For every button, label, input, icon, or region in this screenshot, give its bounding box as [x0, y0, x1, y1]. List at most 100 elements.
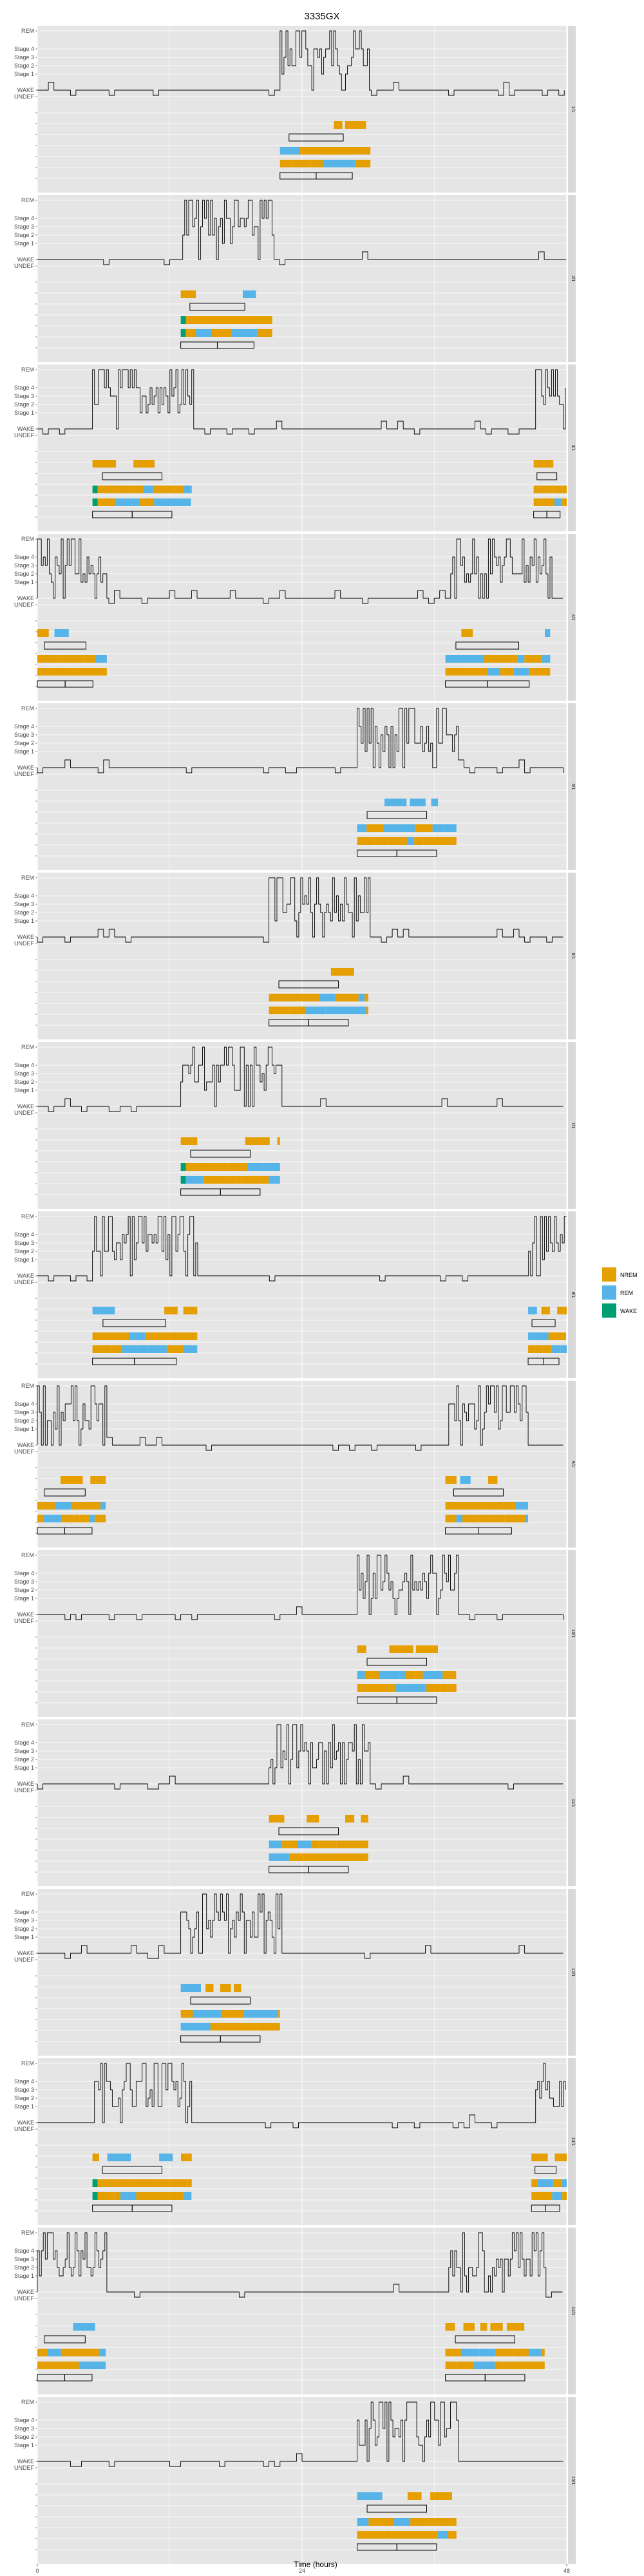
y-tick-label: Stage 4: [14, 46, 34, 52]
stage-bar: [58, 655, 66, 663]
stage-bar: [345, 1815, 355, 1823]
x-tick-label: 0: [35, 2568, 39, 2574]
stage-bar: [484, 655, 504, 663]
y-tick-label: UNDEF: [14, 2465, 35, 2471]
y-tick-label: WAKE: [17, 934, 34, 940]
stage-bar: [89, 1515, 95, 1522]
stage-bar: [342, 160, 356, 167]
y-tick-label: WAKE: [17, 595, 34, 601]
y-tick-label: Stage 1: [14, 2103, 34, 2110]
cycle-box: [64, 2374, 93, 2382]
stage-bar: [480, 2323, 488, 2331]
stage-bar: [116, 2179, 132, 2187]
cycle-box: [134, 1358, 177, 1365]
facet-strip-label: 10/1: [571, 1629, 575, 1638]
panel-4: REM Stage 4 Stage 3 Stage 2 Stage 1 WAKEUNDEF…: [14, 534, 576, 701]
stage-bar: [73, 2323, 95, 2331]
y-tick-label: Stage 4: [14, 893, 34, 899]
cycle-box: [220, 1188, 261, 1196]
y-tick-label: Stage 3: [14, 54, 34, 61]
x-axis-label: Time (hours): [294, 2560, 337, 2569]
y-tick-label: Stage 2: [14, 232, 34, 238]
stage-bar: [104, 668, 107, 676]
y-tick-label: WAKE: [17, 87, 34, 93]
stage-bar: [428, 837, 448, 845]
stage-bar: [440, 1684, 448, 1692]
stage-bar: [252, 1176, 260, 1184]
stage-bar: [448, 2531, 457, 2539]
y-tick-label: Stage 1: [14, 579, 34, 585]
y-tick-label: Stage 1: [14, 1426, 34, 1432]
stage-bar: [495, 2362, 503, 2369]
y-tick-label: Stage 4: [14, 2417, 34, 2423]
stage-bar: [335, 994, 342, 1001]
stage-bar: [180, 290, 196, 298]
y-tick-label: WAKE: [17, 426, 34, 432]
stage-bar: [410, 2518, 430, 2526]
stage-bar: [517, 655, 525, 663]
stage-bar: [274, 1163, 280, 1171]
stage-bar: [355, 160, 371, 167]
stage-bar: [207, 2010, 222, 2018]
stage-bar: [528, 1307, 537, 1314]
stage-bar: [357, 1684, 375, 1692]
wake-box: [278, 980, 339, 989]
stage-bar: [99, 2349, 106, 2356]
stage-bar: [405, 1684, 426, 1692]
y-tick-label: Stage 2: [14, 2264, 34, 2271]
stage-bar: [524, 655, 533, 663]
cycle-box: [487, 680, 530, 688]
facet-strip: [568, 1719, 576, 1886]
stage-bar: [352, 147, 363, 155]
facet-strip: [568, 195, 576, 362]
legend: NREM REM WAKE: [602, 1267, 638, 1318]
facet-strip-label: 8/1: [571, 1292, 575, 1298]
stage-bar: [488, 1476, 498, 1484]
facet-strip: [568, 1889, 576, 2056]
stage-bar: [65, 655, 84, 663]
y-tick-label: Stage 2: [14, 740, 34, 746]
stage-bar: [346, 1007, 366, 1014]
y-tick-label: Stage 2: [14, 571, 34, 577]
y-tick-label: Stage 1: [14, 1256, 34, 1263]
stage-bar: [490, 2323, 503, 2331]
stage-bar: [391, 2531, 406, 2539]
stage-bar: [357, 2531, 374, 2539]
stage-bar: [92, 486, 98, 493]
stage-bar: [468, 655, 484, 663]
stage-bar: [260, 1176, 269, 1184]
stage-bar: [257, 329, 272, 337]
cycle-box: [64, 1527, 93, 1535]
stage-bar: [542, 1345, 552, 1353]
stage-bar: [210, 2023, 220, 2031]
stage-bar: [145, 1332, 160, 1340]
stage-bar: [212, 329, 231, 337]
y-tick-label: Stage 2: [14, 1926, 34, 1932]
y-tick-label: Stage 3: [14, 732, 34, 738]
stage-bar: [92, 2179, 98, 2187]
y-tick-label: Stage 2: [14, 1587, 34, 1593]
stage-bar: [374, 2531, 392, 2539]
facet-strip-label: 3/1: [571, 445, 575, 451]
facet-strip-label: 15/1: [571, 2476, 575, 2485]
stage-bar: [279, 160, 292, 167]
y-tick-label: Stage 1: [14, 2442, 34, 2448]
wake-box: [289, 133, 344, 142]
stage-bar: [515, 1502, 524, 1510]
stage-bar: [305, 1007, 326, 1014]
stage-bar: [437, 2531, 448, 2539]
stage-bar: [43, 1515, 62, 1522]
panel-5: REM Stage 4 Stage 3 Stage 2 Stage 1 WAKEUNDEF…: [14, 703, 576, 870]
stage-bar: [97, 486, 114, 493]
stage-bar: [276, 2023, 280, 2031]
stage-bar: [193, 2010, 207, 2018]
stage-bar: [533, 498, 542, 506]
y-tick-label: UNDEF: [14, 601, 35, 608]
stage-bar: [231, 329, 236, 337]
y-tick-label: Stage 4: [14, 2078, 34, 2085]
stage-bar: [92, 1345, 112, 1353]
y-tick-label: Stage 3: [14, 1748, 34, 1754]
stage-bar: [357, 2518, 369, 2526]
stage-bar: [266, 316, 272, 324]
